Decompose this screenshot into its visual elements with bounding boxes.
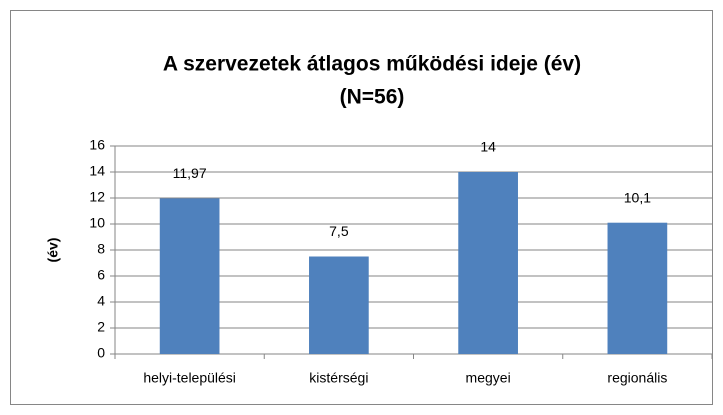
y-tick-label: 10 (89, 215, 105, 231)
y-tick-label: 4 (97, 293, 105, 309)
data-label: 10,1 (624, 189, 651, 205)
x-tick-label: helyi-települési (143, 370, 236, 386)
data-label: 14 (480, 139, 496, 155)
y-tick-label: 16 (89, 137, 105, 153)
bar (607, 222, 668, 354)
bar (309, 256, 369, 354)
data-label: 11,97 (173, 165, 207, 181)
y-tick-label: 14 (89, 163, 105, 179)
data-label: 7,5 (329, 223, 349, 239)
bar (159, 198, 220, 354)
y-tick-label: 6 (97, 267, 105, 283)
x-tick-label: megyei (466, 370, 511, 386)
y-tick-label: 2 (97, 319, 105, 335)
y-tick-label: 12 (89, 189, 105, 205)
y-tick-label: 8 (97, 241, 105, 257)
chart-title: A szervezetek átlagos működési ideje (év… (163, 53, 581, 76)
chart-title: (N=56) (340, 86, 405, 109)
bar (458, 172, 518, 354)
x-tick-label: regionális (607, 370, 667, 386)
x-tick-label: kistérségi (309, 370, 368, 386)
y-axis-label: (év) (45, 238, 61, 263)
y-tick-label: 0 (97, 345, 105, 361)
